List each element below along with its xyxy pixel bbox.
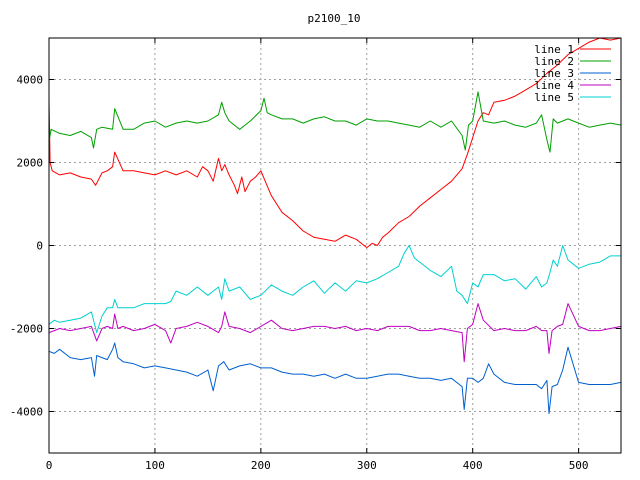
legend-label-5: line 5 — [534, 91, 574, 104]
series-line-1 — [49, 38, 621, 249]
legend-label-3: line 3 — [534, 67, 574, 80]
y-tick-label: 2000 — [17, 157, 44, 170]
x-tick-label: 100 — [145, 459, 165, 472]
legend-label-2: line 2 — [534, 55, 574, 68]
series-line-5 — [49, 245, 621, 334]
x-tick-label: 0 — [46, 459, 53, 472]
y-tick-label: -2000 — [10, 323, 43, 336]
y-tick-label: 4000 — [17, 74, 44, 87]
series-layer — [49, 38, 621, 415]
x-tick-label: 300 — [357, 459, 377, 472]
axes-layer: 0 100 200 300 400 500 -4000 -2000 0 2000 4000 — [10, 38, 621, 472]
legend-label-4: line 4 — [534, 79, 574, 92]
legend-label-1: line 1 — [534, 43, 574, 56]
y-tick-label: -4000 — [10, 406, 43, 419]
series-line-4 — [49, 303, 621, 363]
chart-title: p2100_10 — [308, 12, 361, 25]
x-tick-label: 200 — [251, 459, 271, 472]
x-tick-label: 400 — [463, 459, 483, 472]
x-tick-label: 500 — [569, 459, 589, 472]
series-line-2 — [49, 91, 621, 153]
y-tick-label: 0 — [36, 240, 43, 253]
series-line-3 — [49, 342, 621, 415]
